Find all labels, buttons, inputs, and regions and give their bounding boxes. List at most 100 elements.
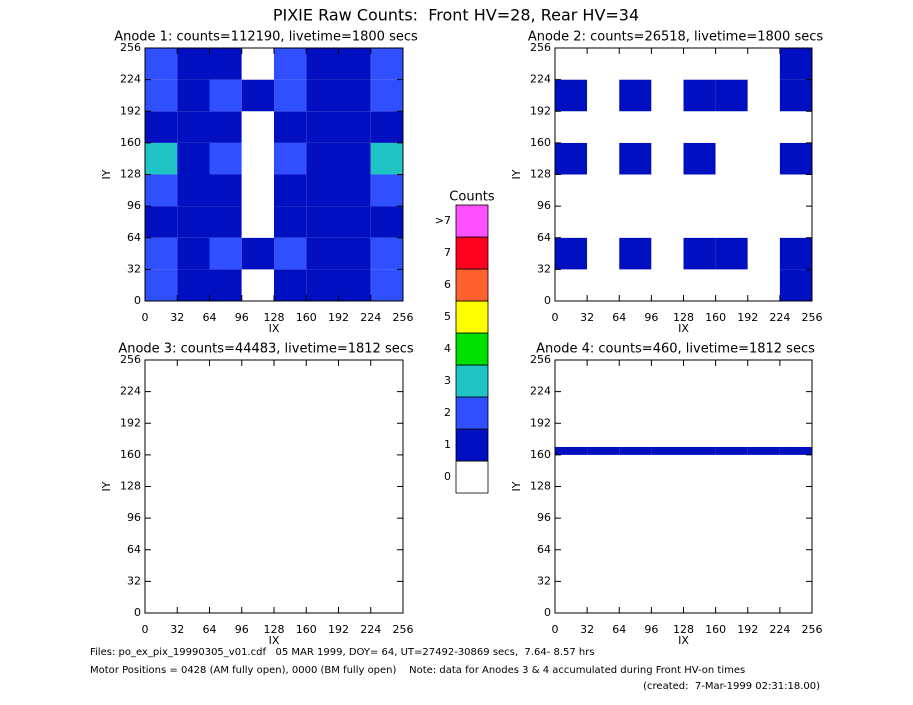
heatmap-cell: [779, 407, 812, 416]
heatmap-cell: [683, 533, 716, 542]
heatmap-cell: [747, 502, 780, 511]
y-axis-label: IY: [510, 169, 523, 179]
x-tick-label: 192: [737, 311, 758, 324]
heatmap-cell: [555, 237, 588, 270]
heatmap-cell: [555, 111, 588, 143]
heatmap-cell: [587, 526, 620, 534]
heatmap-cell: [587, 423, 620, 432]
heatmap-cell: [747, 470, 780, 479]
heatmap-cell: [747, 518, 780, 527]
heatmap-cell: [747, 549, 780, 558]
heatmap-cell: [555, 206, 588, 238]
heatmap-cell: [555, 494, 588, 503]
heatmap-cell: [274, 111, 307, 143]
heatmap-cell: [241, 142, 274, 175]
heatmap-cell: [587, 478, 620, 487]
heatmap-cell: [274, 174, 307, 207]
heatmap-cell: [683, 565, 716, 574]
heatmap-cell: [619, 526, 652, 534]
heatmap-cell: [651, 415, 684, 424]
heatmap-cell: [306, 360, 339, 392]
heatmap-cell: [715, 375, 748, 384]
heatmap-cell: [715, 597, 748, 606]
heatmap-cell: [587, 237, 620, 270]
heatmap-cell: [715, 557, 748, 566]
heatmap-cell: [619, 407, 652, 416]
heatmap-cell: [555, 391, 588, 400]
heatmap-cell: [747, 533, 780, 542]
heatmap-cell: [779, 526, 812, 534]
heatmap-cell: [274, 391, 307, 424]
y-tick-label: 192: [530, 104, 551, 117]
heatmap-cell: [145, 360, 178, 392]
heatmap-cell: [241, 79, 274, 112]
y-tick-label: 256: [120, 353, 141, 366]
heatmap-cell: [683, 454, 716, 463]
heatmap-cell: [683, 391, 716, 400]
heatmap-cell: [587, 557, 620, 566]
heatmap-cell: [587, 360, 620, 368]
heatmap-cell: [587, 367, 620, 376]
x-tick-label: 160: [705, 311, 726, 324]
heatmap-cell: [683, 237, 716, 270]
heatmap-cell: [338, 111, 371, 143]
heatmap-cell: [779, 446, 812, 455]
heatmap-cell: [779, 269, 812, 301]
heatmap-cell: [651, 48, 684, 80]
heatmap-cell: [651, 565, 684, 574]
heatmap-cell: [619, 111, 652, 143]
heatmap-cell: [715, 399, 748, 408]
heatmap-cell: [587, 407, 620, 416]
x-axis-label: IX: [678, 634, 689, 647]
heatmap-cell: [555, 415, 588, 424]
heatmap-cell: [683, 446, 716, 455]
heatmap-cell: [715, 446, 748, 455]
heatmap-cell: [747, 237, 780, 270]
heatmap-cell: [683, 375, 716, 384]
heatmap-cell: [370, 174, 403, 207]
heatmap-cell: [747, 446, 780, 455]
heatmap-cell: [747, 423, 780, 432]
heatmap-cell: [370, 142, 403, 175]
y-tick-label: 32: [127, 574, 141, 587]
heatmap-cell: [306, 391, 339, 424]
plot-title: Anode 4: counts=460, livetime=1812 secs: [536, 342, 815, 357]
heatmap-cell: [779, 589, 812, 598]
heatmap-cell: [145, 111, 178, 143]
heatmap-cell: [306, 269, 339, 301]
heatmap-cell: [651, 423, 684, 432]
heatmap-cell: [338, 391, 371, 424]
heatmap-cell: [747, 541, 780, 550]
heatmap-cell: [370, 549, 403, 582]
heatmap-cell: [209, 391, 242, 424]
heatmap-cell: [555, 269, 588, 301]
heatmap-cell: [619, 486, 652, 495]
heatmap-cell: [370, 360, 403, 392]
x-tick-label: 96: [644, 311, 658, 324]
heatmap-cell: [209, 206, 242, 238]
heatmap-cell: [209, 111, 242, 143]
heatmap-cell: [651, 439, 684, 447]
y-tick-label: 128: [120, 168, 141, 181]
x-tick-label: 32: [170, 623, 184, 636]
heatmap-cell: [779, 518, 812, 527]
heatmap-cell: [779, 557, 812, 566]
heatmap-cell: [651, 597, 684, 606]
heatmap-cell: [779, 431, 812, 440]
heatmap-cell: [747, 557, 780, 566]
heatmap-cell: [619, 391, 652, 400]
y-tick-label: 0: [544, 294, 551, 307]
heatmap-cell: [555, 79, 588, 112]
y-tick-label: 160: [530, 448, 551, 461]
heatmap-cell: [209, 269, 242, 301]
heatmap-cell: [619, 454, 652, 463]
heatmap-cell: [587, 581, 620, 590]
y-tick-label: 128: [120, 480, 141, 493]
x-tick-label: 192: [328, 311, 349, 324]
heatmap-cell: [747, 605, 780, 613]
heatmap-cell: [715, 581, 748, 590]
heatmap-cell: [715, 367, 748, 376]
heatmap-cell: [779, 399, 812, 408]
heatmap-cell: [555, 549, 588, 558]
heatmap-cell: [306, 486, 339, 519]
